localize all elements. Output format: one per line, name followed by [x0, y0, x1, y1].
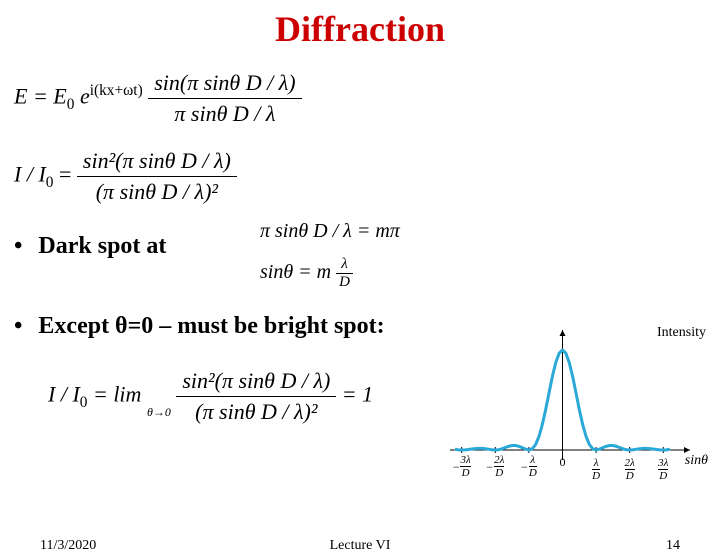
chart-xtick-label: 3λD [648, 455, 678, 482]
sinc-chart: Intensity sinθ −3λD−2λD−λD 0λD2λD3λD [440, 325, 710, 500]
limit-lhs: I / I [48, 382, 80, 407]
intensity-lhs: I / I [14, 162, 46, 187]
limit-den: (π sinθ D / λ)² [176, 397, 336, 425]
efield-den: π sinθ D / λ [148, 99, 301, 127]
chart-xtick-label: −3λD [447, 455, 477, 479]
bullet-except-marker: • [14, 313, 28, 340]
efield-num: sin(π sinθ D / λ) [148, 70, 301, 99]
equation-efield: E = E0 ei(kx+ωt) sin(π sinθ D / λ) π sin… [14, 70, 302, 127]
darkspot-eq2-frac: λ D [336, 256, 353, 291]
chart-xtick-label: λD [581, 455, 611, 482]
chart-y-axis-label: Intensity [657, 325, 706, 341]
efield-exp: i(kx+ωt) [90, 82, 143, 99]
efield-e: e [80, 84, 90, 109]
footer-page: 14 [666, 538, 680, 554]
limit-sub: 0 [80, 394, 88, 411]
limit-fraction: sin²(π sinθ D / λ) (π sinθ D / λ)² [176, 368, 336, 425]
limit-result: = 1 [342, 382, 373, 407]
page-title: Diffraction [0, 8, 720, 50]
bullet-dark-spot: • Dark spot at [14, 233, 166, 260]
bullet-except: • Except θ=0 – must be bright spot: [14, 313, 385, 340]
equation-darkspot-2: sinθ = m λ D [260, 256, 353, 291]
bullet-dark-spot-marker: • [14, 233, 28, 260]
equation-darkspot-1: π sinθ D / λ = mπ [260, 220, 400, 243]
intensity-den: (π sinθ D / λ)² [77, 177, 237, 205]
intensity-sub: 0 [46, 174, 54, 191]
darkspot-eq1: π sinθ D / λ = mπ [260, 220, 400, 242]
efield-sub: 0 [67, 96, 75, 113]
intensity-num: sin²(π sinθ D / λ) [77, 148, 237, 177]
equation-intensity: I / I0 = sin²(π sinθ D / λ) (π sinθ D / … [14, 148, 237, 205]
bullet-dark-spot-text: Dark spot at [38, 233, 166, 260]
chart-x-axis-label: sinθ [685, 453, 708, 469]
efield-fraction: sin(π sinθ D / λ) π sinθ D / λ [148, 70, 301, 127]
chart-xtick-label: 2λD [615, 455, 645, 482]
limit-num: sin²(π sinθ D / λ) [176, 368, 336, 397]
chart-xtick-label: 0 [548, 455, 578, 470]
darkspot-eq2-num: λ [336, 256, 353, 274]
efield-lhs: E = E [14, 84, 67, 109]
chart-xtick-label: −λD [514, 455, 544, 479]
bullet-except-text: Except θ=0 – must be bright spot: [38, 313, 384, 340]
chart-xtick-label: −2λD [480, 455, 510, 479]
darkspot-eq2-lhs: sinθ = m [260, 261, 331, 283]
limit-under: θ→0 [147, 405, 171, 420]
intensity-fraction: sin²(π sinθ D / λ) (π sinθ D / λ)² [77, 148, 237, 205]
footer-date: 11/3/2020 [40, 538, 96, 554]
equation-limit: I / I0 = lim θ→0 sin²(π sinθ D / λ) (π s… [48, 368, 373, 425]
title-text: Diffraction [275, 9, 445, 49]
limit-eq: = lim [93, 382, 141, 407]
darkspot-eq2-den: D [336, 274, 353, 291]
footer-center: Lecture VI [330, 538, 391, 554]
